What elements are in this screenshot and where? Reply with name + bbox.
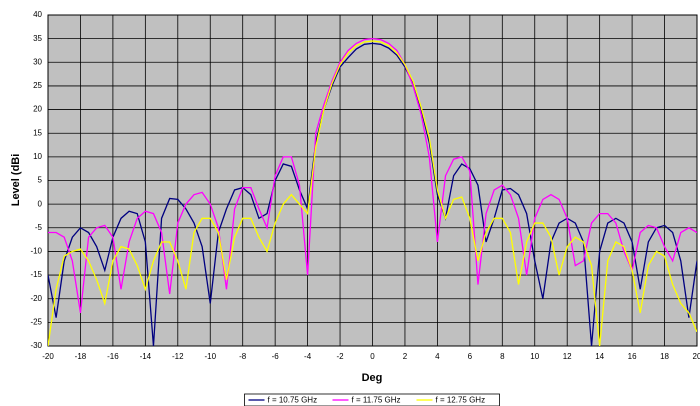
y-tick-label: 10 bbox=[33, 152, 42, 161]
x-tick-label: -16 bbox=[107, 352, 119, 361]
y-tick-label: -30 bbox=[30, 341, 42, 350]
y-tick-label: -25 bbox=[30, 317, 42, 326]
x-tick-label: 20 bbox=[693, 352, 700, 361]
y-tick-label: -20 bbox=[30, 294, 42, 303]
y-tick-label: 35 bbox=[33, 34, 42, 43]
series-line bbox=[48, 40, 697, 346]
x-tick-label: 4 bbox=[435, 352, 440, 361]
x-tick-label: 16 bbox=[628, 352, 637, 361]
x-tick-label: -12 bbox=[172, 352, 184, 361]
y-tick-label: 30 bbox=[33, 57, 42, 66]
y-tick-label: -10 bbox=[30, 247, 42, 256]
x-tick-label: 18 bbox=[660, 352, 669, 361]
y-tick-label: 20 bbox=[33, 105, 42, 114]
x-tick-label: 14 bbox=[595, 352, 604, 361]
x-tick-label: -20 bbox=[42, 352, 54, 361]
x-tick-label: -8 bbox=[239, 352, 247, 361]
legend-label: f = 10.75 GHz bbox=[268, 396, 318, 405]
y-tick-label: -15 bbox=[30, 270, 42, 279]
x-tick-label: -4 bbox=[304, 352, 312, 361]
x-tick-label: 10 bbox=[530, 352, 539, 361]
x-tick-label: -10 bbox=[204, 352, 216, 361]
x-tick-label: 6 bbox=[468, 352, 473, 361]
y-axis-label: Level (dBi bbox=[10, 154, 22, 207]
series-line bbox=[48, 42, 697, 346]
x-tick-label: -18 bbox=[75, 352, 87, 361]
series-line bbox=[48, 37, 697, 314]
x-tick-label: -14 bbox=[140, 352, 152, 361]
x-tick-label: -6 bbox=[272, 352, 280, 361]
y-tick-label: 15 bbox=[33, 128, 42, 137]
y-tick-label: 0 bbox=[38, 199, 43, 208]
y-tick-label: 25 bbox=[33, 81, 42, 90]
x-tick-label: -2 bbox=[336, 352, 344, 361]
legend-box bbox=[244, 393, 500, 406]
x-tick-label: 0 bbox=[370, 352, 375, 361]
legend-label: f = 12.75 GHz bbox=[436, 396, 486, 405]
x-tick-label: 8 bbox=[500, 352, 505, 361]
y-tick-label: -5 bbox=[35, 223, 43, 232]
legend-label: f = 11.75 GHz bbox=[352, 396, 401, 405]
x-tick-label: 12 bbox=[563, 352, 572, 361]
y-tick-label: 40 bbox=[33, 10, 42, 19]
x-axis-label: Deg bbox=[362, 372, 383, 384]
x-tick-label: 2 bbox=[403, 352, 408, 361]
y-tick-label: 5 bbox=[38, 176, 43, 185]
